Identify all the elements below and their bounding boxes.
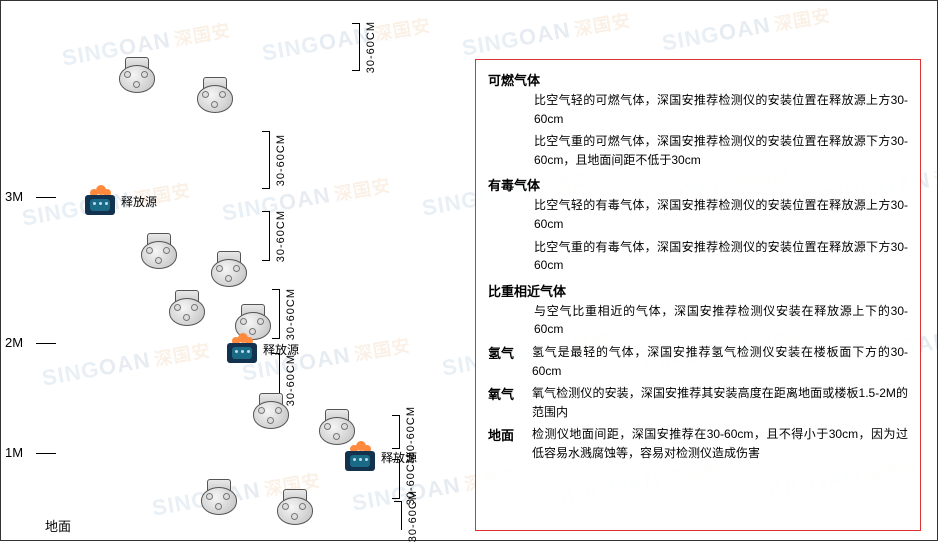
gas-detector-icon <box>319 409 353 445</box>
info-row-value: 检测仪地面间距，深国安推荐在30-60cm，且不得小于30cm，因为过低容易水溅… <box>532 425 908 462</box>
dimension-label: 30-60CM <box>407 490 419 542</box>
watermark: SINGOAN深国安 <box>220 171 393 226</box>
watermark: SINGOAN深国安 <box>460 6 633 61</box>
info-row-key: 氢气 <box>488 343 518 380</box>
gas-detector-icon <box>197 77 231 113</box>
emission-source-icon <box>345 441 375 471</box>
info-row-value: 氧气检测仪的安装，深国安推荐其安装高度在距离地面或楼板1.5-2M的范围内 <box>532 384 908 421</box>
dimension-bracket <box>359 23 360 71</box>
dimension-label: 30-60CM <box>285 288 297 340</box>
axis-tick <box>36 343 56 344</box>
axis-tick <box>36 197 56 198</box>
axis-label: 1M <box>5 445 23 460</box>
gas-detector-icon <box>253 393 287 429</box>
dimension-label: 30-60CM <box>275 210 287 262</box>
gas-detector-icon <box>119 57 153 93</box>
info-row-key: 氧气 <box>488 384 518 421</box>
emission-source-icon <box>85 185 115 215</box>
emission-source-label: 释放源 <box>381 449 417 466</box>
info-panel: 可燃气体比空气轻的可燃气体，深国安推荐检测仪的安装位置在释放源上方30-60cm… <box>475 59 921 531</box>
axis-label: 3M <box>5 189 23 204</box>
gas-detector-icon <box>211 251 245 287</box>
info-row-key: 地面 <box>488 425 518 462</box>
info-row: 氢气氢气是最轻的气体，深国安推荐氢气检测仪安装在楼板面下方的30-60cm <box>488 343 908 380</box>
info-paragraph: 比空气轻的有毒气体，深国安推荐检测仪的安装位置在释放源上方30-60cm <box>534 196 908 233</box>
info-row-value: 氢气是最轻的气体，深国安推荐氢气检测仪安装在楼板面下方的30-60cm <box>532 343 908 380</box>
diagram-page: SINGOAN深国安 SINGOAN深国安 SINGOAN深国安 SINGOAN深国安… <box>0 0 938 541</box>
info-paragraph: 比空气重的可燃气体，深国安推荐检测仪的安装位置在释放源下方30-60cm，且地面… <box>534 132 908 169</box>
info-row: 氧气氧气检测仪的安装，深国安推荐其安装高度在距离地面或楼板1.5-2M的范围内 <box>488 384 908 421</box>
watermark: SINGOAN深国安 <box>660 1 833 56</box>
info-paragraph: 比空气重的有毒气体，深国安推荐检测仪的安装位置在释放源下方30-60cm <box>534 238 908 275</box>
axis-tick <box>36 453 56 454</box>
dimension-bracket <box>269 131 270 189</box>
info-row: 地面检测仪地面间距，深国安推荐在30-60cm，且不得小于30cm，因为过低容易… <box>488 425 908 462</box>
axis-label: 2M <box>5 335 23 350</box>
info-heading: 可燃气体 <box>488 70 908 89</box>
watermark: SINGOAN深国安 <box>260 11 433 66</box>
info-heading: 比重相近气体 <box>488 281 908 300</box>
emission-source-label: 释放源 <box>121 193 157 210</box>
info-paragraph: 比空气轻的可燃气体，深国安推荐检测仪的安装位置在释放源上方30-60cm <box>534 91 908 128</box>
dimension-bracket <box>279 289 280 339</box>
gas-detector-icon <box>201 479 235 515</box>
ground-label: 地面 <box>45 516 71 535</box>
dimension-bracket <box>399 415 400 449</box>
emission-source-label: 释放源 <box>263 341 299 358</box>
gas-detector-icon <box>277 489 311 525</box>
watermark: SINGOAN深国安 <box>40 336 213 391</box>
gas-detector-icon <box>169 290 203 326</box>
dimension-label: 30-60CM <box>365 21 377 73</box>
gas-detector-icon <box>141 233 175 269</box>
info-heading: 有毒气体 <box>488 175 908 194</box>
emission-source-icon <box>227 333 257 363</box>
dimension-bracket <box>269 211 270 261</box>
dimension-label: 30-60CM <box>275 134 287 186</box>
dimension-bracket <box>401 501 402 530</box>
info-paragraph: 与空气比重相近的气体，深国安推荐检测仪安装在释放源上下的30-60cm <box>534 302 908 339</box>
